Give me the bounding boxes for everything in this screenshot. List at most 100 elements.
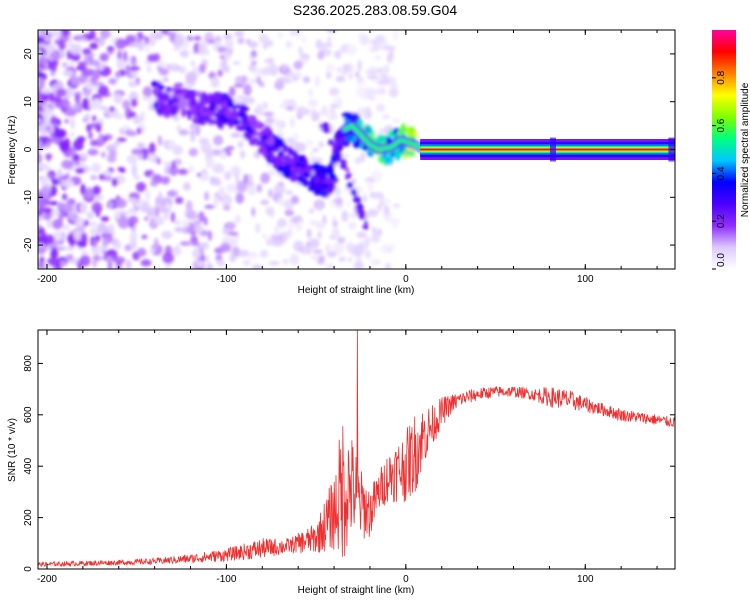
spectrogram-ridge-blob <box>394 151 402 161</box>
spectrogram-noise-blob <box>381 198 392 204</box>
spectrogram-noise-blob <box>198 242 210 250</box>
spectrogram-noise-blob <box>126 197 138 203</box>
spectrogram-branch-blob <box>358 207 364 213</box>
spectrogram-noise-blob <box>346 242 354 253</box>
spectrogram-noise-blob <box>92 259 97 268</box>
spectrogram-noise-blob <box>135 181 147 193</box>
spectrogram-ridge-blob <box>313 176 320 184</box>
spectrogram-noise-blob <box>166 190 177 197</box>
snr-ticks: -200 -100 0 100 0 200 400 600 800 <box>23 330 675 585</box>
spectrogram-noise-blob <box>131 148 143 155</box>
spectrogram-noise-blob <box>265 163 272 168</box>
spectrogram-branch-blob <box>344 168 350 172</box>
spectrogram-noise-blob <box>146 66 152 73</box>
x-tick-label: -200 <box>37 574 57 585</box>
spectrogram-noise-blob <box>113 113 124 120</box>
spectrogram-noise-blob <box>144 216 149 221</box>
spectrogram-ridge-blob <box>293 162 301 168</box>
spectrogram-noise-blob <box>251 60 257 65</box>
spectrogram-noise-blob <box>326 251 337 258</box>
spectrogram-noise-blob <box>136 127 142 135</box>
spectrogram-noise-blob <box>83 219 90 227</box>
spectrogram-noise-blob <box>308 88 314 97</box>
spectrogram-noise-blob <box>88 59 101 66</box>
spectrogram-noise-blob <box>87 148 99 156</box>
spectrogram-noise-blob <box>285 106 294 111</box>
spectrogram-noise-blob <box>148 142 156 155</box>
spectrogram-noise-blob <box>128 208 136 214</box>
spectrogram-noise-blob <box>317 204 323 212</box>
spectrogram-noise-blob <box>44 44 56 53</box>
spectrogram-noise-blob <box>38 230 44 235</box>
spectrogram-ridge-blob <box>238 108 245 113</box>
spectrogram-noise-blob <box>308 208 314 214</box>
spectrogram-noise-blob <box>89 42 99 50</box>
colorbar-label: Normalized spectral amplitude <box>740 82 750 217</box>
spectrogram-noise-blob <box>377 228 382 237</box>
spectrogram-noise-blob <box>92 255 102 262</box>
spectrogram-noise-blob <box>256 184 263 193</box>
spectrogram-noise-blob <box>371 170 383 182</box>
spectrogram-noise-blob <box>128 66 141 71</box>
spectrogram-ridge-blob <box>308 184 314 192</box>
spectrogram-noise-blob <box>147 54 157 63</box>
spectrogram-noise-blob <box>38 260 44 269</box>
spectrogram-noise-blob <box>38 77 45 89</box>
spectrogram-ridge-blob <box>199 104 204 113</box>
spectrogram-ridge-blob <box>299 156 306 162</box>
spectrogram-noise-blob <box>116 137 127 142</box>
spectrogram-noise-blob <box>51 59 59 67</box>
spectrogram-ridge-blob <box>376 134 386 144</box>
spectrogram-noise-blob <box>134 201 143 208</box>
spectrogram-noise-blob <box>305 108 310 115</box>
spectrogram-noise-blob <box>286 229 293 238</box>
spectrogram-noise-blob <box>42 165 52 172</box>
spectrogram-noise-blob <box>243 83 252 96</box>
spectrogram-noise-blob <box>375 103 386 112</box>
spectrogram-noise-blob <box>258 33 269 44</box>
spectrogram-noise-blob <box>204 191 210 201</box>
spectrogram-noise-blob <box>190 130 196 143</box>
spectrogram-noise-blob <box>93 84 98 92</box>
x-tick-label: 0 <box>403 574 409 585</box>
spectrogram-noise-blob <box>332 228 340 238</box>
spectrogram-noise-blob <box>196 172 202 177</box>
spectrogram-branch-blob <box>340 158 347 164</box>
spectrogram-ridge-blob <box>153 101 158 110</box>
spectrogram-noise-blob <box>226 183 237 193</box>
spectrogram-noise-blob <box>267 188 273 198</box>
spectrogram-noise-blob <box>224 171 232 181</box>
spectrogram-noise-blob <box>172 114 180 122</box>
spectrogram-noise-blob <box>41 87 51 94</box>
spectrogram-noise-blob <box>132 59 137 67</box>
spectrogram-noise-blob <box>276 218 287 228</box>
spectrogram-noise-blob <box>93 37 100 42</box>
spectrogram-noise-blob <box>297 220 302 231</box>
y-tick-label: 200 <box>23 509 34 526</box>
spectrogram-noise-blob <box>183 182 191 191</box>
spectrogram-noise-blob <box>374 88 387 95</box>
snr-plot-area <box>38 330 675 569</box>
spectrogram-noise-blob <box>283 199 294 210</box>
spectrogram-noise-blob <box>198 172 210 182</box>
spectrogram-noise-blob <box>132 114 142 125</box>
spectrogram-noise-blob <box>315 39 323 50</box>
spectrogram-noise-blob <box>217 69 223 77</box>
spectrogram-noise-blob <box>261 234 268 239</box>
spectrogram-noise-blob <box>92 185 101 196</box>
spectrogram-noise-blob <box>156 157 161 165</box>
spectrogram-noise-blob <box>233 96 243 104</box>
spectrogram-noise-blob <box>368 184 374 194</box>
spectrogram-noise-blob <box>244 96 255 105</box>
spectrogram-noise-blob <box>346 44 357 56</box>
spectrogram-noise-blob <box>63 109 76 117</box>
spectrogram-noise-blob <box>348 62 354 75</box>
spectrogram-noise-blob <box>260 172 271 184</box>
spectrogram-noise-blob <box>50 247 59 260</box>
spectrogram-noise-blob <box>75 216 85 228</box>
spectrogram-noise-blob <box>377 67 383 74</box>
spectrogram-ridge-blob <box>274 156 283 167</box>
spectrogram-noise-blob <box>73 229 82 241</box>
spectrogram-ridge-blob <box>199 99 208 106</box>
spectrogram-noise-blob <box>107 261 113 269</box>
